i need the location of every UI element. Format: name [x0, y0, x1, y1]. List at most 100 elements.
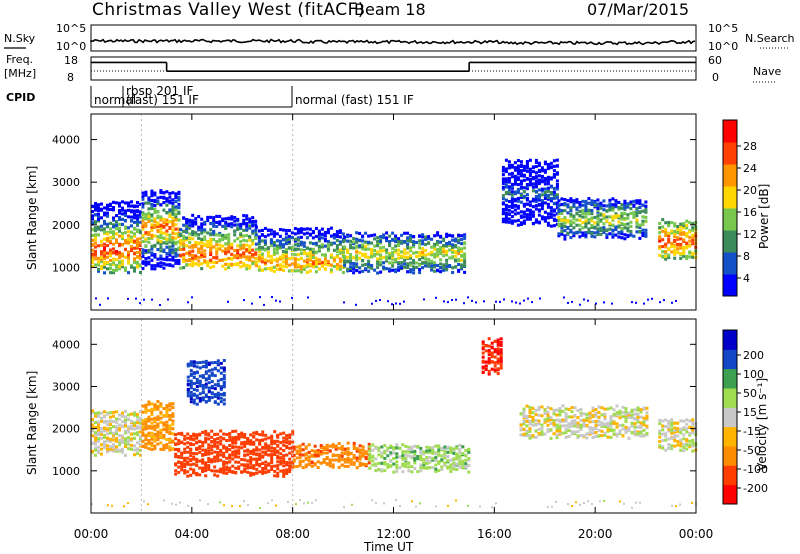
heat-cell — [254, 264, 258, 268]
heat-cell — [100, 257, 103, 261]
heat-cell — [537, 196, 541, 200]
heat-cell — [272, 247, 276, 251]
heat-cell — [121, 254, 124, 258]
heat-cell — [445, 262, 449, 266]
heat-cell — [636, 432, 640, 435]
heat-cell — [525, 169, 529, 173]
heat-cell — [124, 453, 127, 457]
heat-cell — [510, 193, 514, 197]
heat-cell — [522, 407, 526, 411]
heat-cell — [168, 199, 172, 203]
heat-cell — [314, 241, 318, 245]
heat-cell — [174, 240, 178, 244]
heat-cell — [332, 264, 336, 268]
heat-cell — [599, 228, 603, 232]
heat-cell — [516, 164, 520, 168]
heat-cell — [337, 459, 341, 463]
heat-cell — [127, 271, 130, 275]
heat-cell — [691, 426, 695, 430]
heat-cell — [433, 261, 437, 265]
heat-cell — [463, 254, 467, 258]
heat-cell — [566, 218, 570, 222]
heat-cell — [130, 245, 133, 249]
heat-cell — [534, 195, 538, 199]
heat-cell — [528, 203, 532, 207]
heat-cell — [121, 252, 124, 256]
heat-cell — [302, 232, 306, 236]
heat-cell — [317, 261, 321, 265]
heat-cell — [664, 250, 668, 254]
heat-cell — [409, 254, 413, 258]
nsky-label: N.Sky — [4, 32, 36, 45]
heat-cell — [596, 232, 600, 236]
heat-cell — [185, 221, 189, 225]
heat-cell — [198, 392, 202, 396]
heat-cell — [207, 361, 211, 365]
noise-speck — [419, 502, 421, 505]
heat-cell — [615, 413, 619, 417]
heat-cell — [558, 431, 562, 435]
heat-cell — [171, 412, 175, 416]
heat-cell — [209, 222, 213, 226]
noise-speck — [455, 298, 457, 301]
heat-cell — [159, 189, 163, 193]
heat-cell — [254, 242, 258, 246]
heat-cell — [191, 245, 195, 249]
heat-cell — [612, 421, 616, 424]
heat-cell — [285, 453, 289, 457]
heat-cell — [461, 445, 465, 449]
heat-cell — [421, 247, 425, 251]
colorbar-swatch — [723, 274, 737, 297]
heat-cell — [320, 245, 324, 249]
heat-cell — [361, 234, 365, 238]
heat-cell — [481, 371, 485, 374]
heat-cell — [409, 239, 413, 243]
heat-cell — [115, 220, 118, 224]
heat-cell — [371, 454, 375, 458]
heat-cell — [162, 266, 166, 270]
heat-cell — [461, 466, 465, 470]
heat-cell — [355, 237, 359, 241]
heat-cell — [159, 435, 163, 439]
heat-cell — [380, 445, 384, 449]
heat-cell — [189, 437, 193, 441]
heat-cell — [661, 419, 665, 423]
heat-cell — [392, 457, 396, 460]
heat-cell — [165, 211, 169, 215]
heat-cell — [112, 257, 115, 261]
heat-cell — [355, 250, 359, 254]
heat-cell — [531, 434, 535, 438]
heat-cell — [186, 450, 190, 454]
heat-cell — [667, 422, 671, 426]
heat-cell — [611, 229, 615, 233]
heat-cell — [383, 462, 387, 466]
heat-cell — [281, 238, 285, 242]
heat-cell — [287, 239, 291, 243]
heat-cell — [245, 257, 249, 261]
heat-cell — [144, 442, 148, 446]
heat-cell — [392, 462, 396, 466]
heat-cell — [198, 382, 202, 386]
heat-cell — [248, 266, 252, 270]
heat-cell — [204, 370, 208, 374]
heat-cell — [299, 230, 303, 234]
heat-cell — [404, 450, 408, 454]
heat-cell — [201, 469, 205, 473]
heat-cell — [522, 215, 526, 219]
heat-cell — [673, 434, 677, 438]
heat-cell — [171, 206, 175, 210]
heat-cell — [516, 223, 520, 227]
heat-cell — [620, 236, 624, 240]
colorbar-swatch — [723, 164, 737, 187]
heat-cell — [243, 440, 247, 444]
heat-cell — [251, 240, 255, 244]
heat-cell — [391, 231, 395, 235]
heat-cell — [198, 361, 202, 365]
heat-cell — [150, 219, 154, 223]
heat-cell — [141, 191, 145, 195]
heat-cell — [581, 203, 585, 207]
heat-cell — [382, 261, 386, 265]
heat-cell — [198, 379, 202, 383]
heat-cell — [230, 215, 234, 219]
heat-cell — [451, 243, 455, 247]
